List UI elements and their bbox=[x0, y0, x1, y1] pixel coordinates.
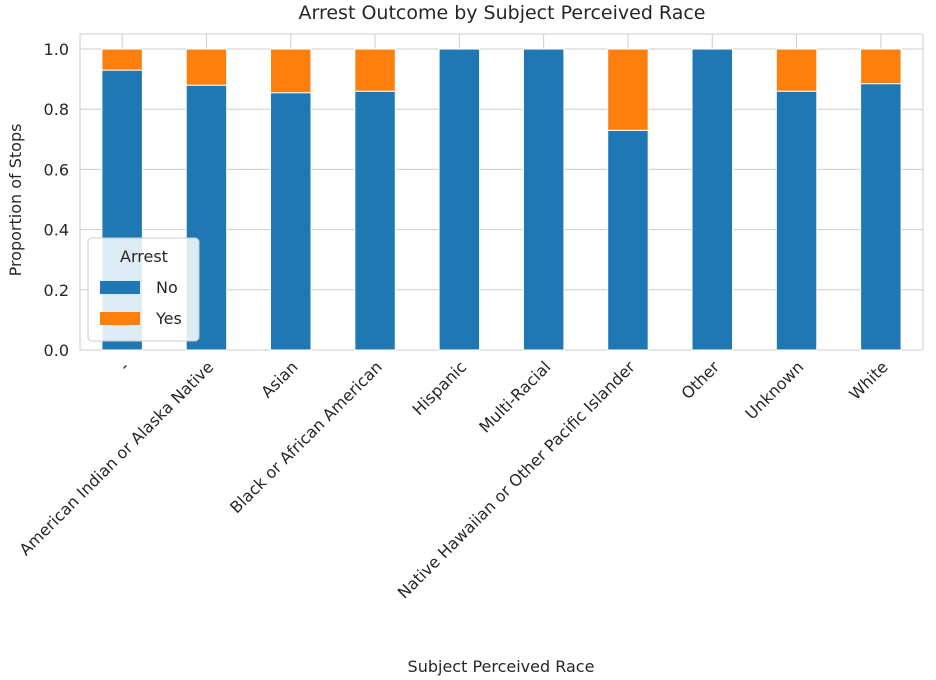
x-tick-label: White bbox=[845, 357, 891, 403]
bar-yes bbox=[270, 48, 312, 94]
plot-frame bbox=[79, 33, 924, 351]
bar-no bbox=[775, 90, 818, 351]
y-tick-label: 0.4 bbox=[44, 221, 69, 240]
x-tick-label: - bbox=[115, 357, 133, 375]
legend-title: Arrest bbox=[120, 247, 168, 266]
bar-no bbox=[354, 90, 396, 351]
bar-no bbox=[270, 92, 312, 351]
y-tick-label: 0.0 bbox=[44, 341, 69, 360]
bar-yes bbox=[607, 48, 649, 131]
y-ticks: 0.0 0.2 0.4 0.6 0.8 1.0 bbox=[44, 40, 69, 360]
y-tick-label: 1.0 bbox=[44, 40, 69, 59]
bar-no bbox=[438, 48, 481, 351]
y-tick-label: 0.2 bbox=[44, 281, 69, 300]
chart-title: Arrest Outcome by Subject Perceived Race bbox=[299, 2, 706, 24]
y-axis-label: Proportion of Stops bbox=[6, 124, 25, 277]
legend: Arrest No Yes bbox=[87, 237, 200, 342]
y-tick-label: 0.6 bbox=[44, 160, 69, 179]
legend-swatch-yes bbox=[100, 312, 140, 325]
bar-yes bbox=[101, 48, 143, 71]
x-tick-label: Other bbox=[678, 357, 724, 403]
x-tick-label: Unknown bbox=[741, 357, 807, 423]
legend-label-no: No bbox=[156, 278, 178, 297]
x-tick-label: American Indian or Alaska Native bbox=[15, 357, 217, 559]
x-tick-label: Asian bbox=[257, 357, 301, 401]
x-tick-label: Hispanic bbox=[409, 357, 471, 419]
legend-swatch-no bbox=[100, 281, 140, 294]
x-tick-label: Multi-Racial bbox=[475, 357, 554, 436]
bar-no bbox=[607, 129, 649, 351]
bar-no bbox=[691, 48, 733, 351]
bar-no bbox=[522, 48, 565, 351]
x-tick-label: Black or African American bbox=[226, 357, 386, 517]
y-tick-label: 0.8 bbox=[44, 100, 69, 119]
bar-yes bbox=[860, 48, 902, 85]
bar-no bbox=[860, 83, 902, 351]
x-ticks: -American Indian or Alaska Native AsianBl… bbox=[15, 357, 891, 602]
bars bbox=[101, 48, 902, 351]
x-axis-label: Subject Perceived Race bbox=[408, 657, 595, 676]
bar-yes bbox=[354, 48, 396, 92]
legend-label-yes: Yes bbox=[155, 309, 182, 328]
bar-yes bbox=[775, 48, 818, 92]
bar-yes bbox=[185, 48, 228, 86]
